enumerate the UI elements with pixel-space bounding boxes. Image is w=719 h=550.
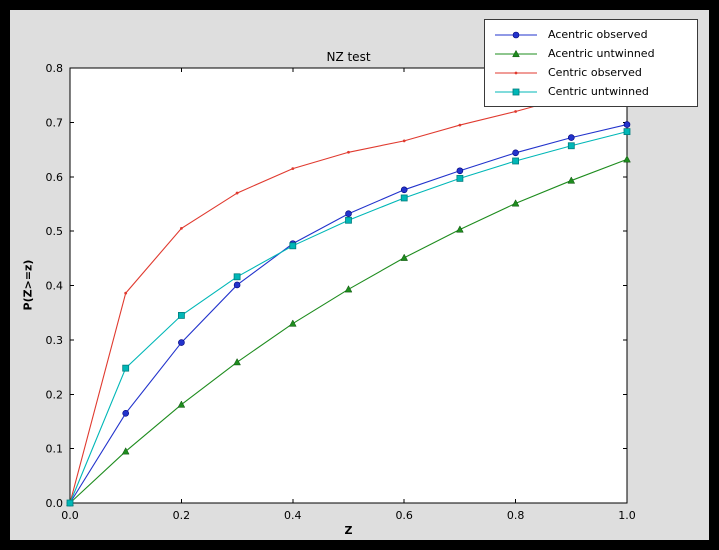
y-tick-label: 0.7: [46, 116, 64, 129]
legend-label: Centric observed: [548, 66, 642, 79]
x-axis-label: Z: [344, 524, 353, 537]
y-tick-label: 0.5: [46, 225, 64, 238]
x-tick-label: 0.8: [507, 509, 525, 522]
y-tick-label: 0.0: [46, 497, 64, 510]
legend-line-sample: [495, 31, 537, 38]
x-tick-label: 0.2: [173, 509, 191, 522]
y-tick-label: 0.3: [46, 334, 64, 347]
x-tick-label: 0.0: [61, 509, 79, 522]
legend-entry: Acentric untwinned: [485, 44, 697, 63]
legend-box: Acentric observed Acentric untwinned Centr…: [484, 19, 698, 107]
legend-entry: Centric untwinned: [485, 82, 697, 101]
y-tick-label: 0.1: [46, 443, 64, 456]
legend-label: Acentric observed: [548, 28, 648, 41]
legend-label: Centric untwinned: [548, 85, 649, 98]
x-tick-label: 1.0: [618, 509, 636, 522]
legend-line-sample: [495, 49, 537, 57]
y-tick-label: 0.6: [46, 171, 64, 184]
figure-window: 0.0 0.2 0.4 0.6 0.8 1.0 0.0 0.1 0.2 0.3 0.4 0.5 0.6 0…: [10, 10, 709, 540]
legend-line-sample: [495, 71, 537, 74]
legend-label: Acentric untwinned: [548, 47, 655, 60]
legend-line-sample: [495, 88, 537, 95]
x-tick-label: 0.4: [284, 509, 302, 522]
chart-title: NZ test: [326, 50, 371, 64]
legend-entry: Acentric observed: [485, 25, 697, 44]
legend-entry: Centric observed: [485, 63, 697, 82]
y-axis-label: P(Z>=z): [21, 259, 35, 311]
y-tick-label: 0.8: [46, 62, 64, 75]
nz-test-plot: 0.0 0.2 0.4 0.6 0.8 1.0 0.0 0.1 0.2 0.3 0.4 0.5 0.6 0…: [46, 62, 636, 522]
y-tick-label: 0.2: [46, 388, 64, 401]
x-tick-label: 0.6: [395, 509, 413, 522]
y-tick-label: 0.4: [46, 280, 64, 293]
